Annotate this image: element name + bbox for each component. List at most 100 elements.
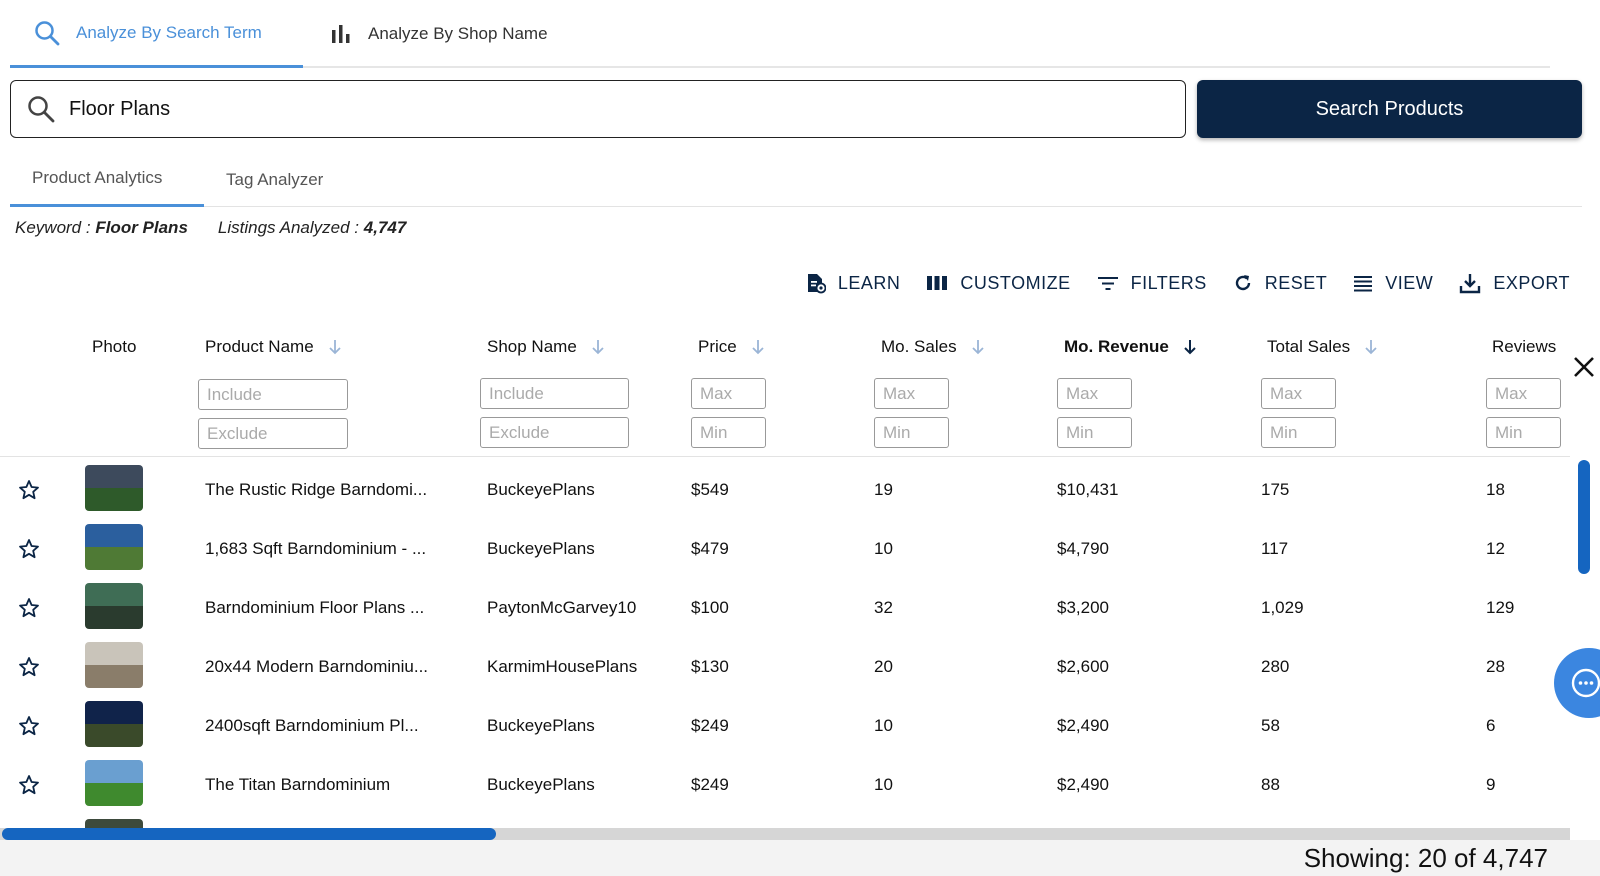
tab-label: Analyze By Shop Name — [368, 24, 548, 43]
search-input[interactable] — [69, 97, 1069, 121]
view-tabs: Product Analytics Tag Analyzer — [10, 152, 1582, 207]
filters-button[interactable]: FILTERS — [1097, 273, 1207, 294]
total-sales-cell: 88 — [1261, 774, 1280, 794]
table-row[interactable]: 1,683 Sqft Barndominium - ... BuckeyePlan… — [0, 519, 1570, 578]
column-header-reviews[interactable]: Reviews — [1492, 337, 1557, 356]
column-header-shop-name[interactable]: Shop Name — [487, 337, 605, 357]
sort-arrow-icon[interactable] — [591, 339, 605, 355]
table-body: The Rustic Ridge Barndomi... BuckeyePlans… — [0, 460, 1570, 830]
price-cell: $479 — [691, 538, 729, 558]
learn-icon — [806, 272, 826, 294]
product-thumbnail[interactable] — [85, 524, 143, 570]
total-sales-cell: 117 — [1261, 538, 1289, 558]
view-button[interactable]: VIEW — [1353, 273, 1433, 294]
table-row[interactable]: Barndominium Floor Plans ... PaytonMcGarv… — [0, 578, 1570, 637]
product-name-cell[interactable]: The Titan Barndominium — [205, 774, 391, 794]
search-products-button[interactable]: Search Products — [1197, 80, 1582, 138]
sort-arrow-icon[interactable] — [1364, 339, 1378, 355]
product-thumbnail[interactable] — [85, 642, 143, 688]
column-header-price[interactable]: Price — [698, 337, 765, 357]
tab-product-analytics[interactable]: Product Analytics — [10, 152, 204, 207]
table-row[interactable] — [0, 814, 1570, 830]
sort-arrow-icon[interactable] — [971, 339, 985, 355]
column-header-mo-revenue[interactable]: Mo. Revenue — [1064, 337, 1197, 357]
column-header-product-name[interactable]: Product Name — [205, 337, 342, 357]
product-name-cell[interactable]: The Rustic Ridge Barndomi... — [205, 479, 428, 499]
view-label: VIEW — [1385, 272, 1434, 293]
price-cell: $549 — [691, 479, 729, 499]
product-name-exclude-filter[interactable] — [198, 418, 348, 449]
keyword-summary: Keyword : Floor Plans — [15, 218, 188, 238]
customize-label: CUSTOMIZE — [960, 272, 1071, 293]
keyword-label: Keyword : — [15, 218, 91, 237]
product-thumbnail[interactable] — [85, 465, 143, 511]
product-thumbnail[interactable] — [85, 583, 143, 629]
favorite-star-icon[interactable] — [18, 578, 40, 637]
product-name-cell[interactable]: 2400sqft Barndominium Pl... — [205, 715, 419, 735]
tab-label: Analyze By Search Term — [76, 22, 262, 42]
favorite-star-icon[interactable] — [18, 519, 40, 578]
product-name-include-filter[interactable] — [198, 379, 348, 410]
column-header-mo-sales[interactable]: Mo. Sales — [881, 337, 985, 357]
reviews-max-filter[interactable] — [1486, 378, 1561, 409]
favorite-star-icon[interactable] — [18, 460, 40, 519]
horizontal-scrollbar-thumb[interactable] — [2, 828, 496, 840]
tab-analyze-by-search-term[interactable]: Analyze By Search Term — [10, 0, 303, 68]
shop-name-cell[interactable]: KarmimHousePlans — [487, 656, 638, 676]
chat-icon — [1570, 667, 1600, 699]
product-thumbnail[interactable] — [85, 760, 143, 806]
columns-icon — [926, 274, 948, 292]
customize-button[interactable]: CUSTOMIZE — [926, 273, 1070, 294]
mo-revenue-cell: $10,431 — [1057, 479, 1119, 499]
mo-sales-cell: 32 — [874, 597, 893, 617]
table-row[interactable]: 2400sqft Barndominium Pl... BuckeyePlans $… — [0, 696, 1570, 755]
price-max-filter[interactable] — [691, 378, 766, 409]
shop-name-include-filter[interactable] — [480, 378, 629, 409]
tab-tag-analyzer[interactable]: Tag Analyzer — [226, 169, 324, 189]
favorite-star-icon[interactable] — [18, 755, 40, 814]
mo-sales-min-filter[interactable] — [874, 417, 949, 448]
table-row[interactable]: The Rustic Ridge Barndomi... BuckeyePlans… — [0, 460, 1570, 519]
table-row[interactable]: The Titan Barndominium BuckeyePlans $249 10… — [0, 755, 1570, 814]
column-header-total-sales[interactable]: Total Sales — [1267, 337, 1378, 357]
learn-button[interactable]: LEARN — [806, 272, 901, 294]
product-name-cell[interactable]: 20x44 Modern Barndominiu... — [205, 656, 429, 676]
sort-arrow-icon[interactable] — [751, 339, 765, 355]
price-min-filter[interactable] — [691, 417, 766, 448]
reviews-min-filter[interactable] — [1486, 417, 1561, 448]
shop-name-cell[interactable]: BuckeyePlans — [487, 774, 595, 794]
search-icon — [27, 95, 55, 123]
shop-name-cell[interactable]: BuckeyePlans — [487, 715, 595, 735]
total-sales-cell: 58 — [1261, 715, 1280, 735]
product-name-cell[interactable]: Barndominium Floor Plans ... — [205, 597, 425, 617]
sort-arrow-icon[interactable] — [328, 339, 342, 355]
mo-revenue-cell: $4,790 — [1057, 538, 1109, 558]
favorite-star-icon[interactable] — [18, 696, 40, 755]
shop-name-cell[interactable]: BuckeyePlans — [487, 479, 595, 499]
shop-name-cell[interactable]: BuckeyePlans — [487, 538, 595, 558]
mo-revenue-max-filter[interactable] — [1057, 378, 1132, 409]
showing-count: Showing: 20 of 4,747 — [1303, 843, 1548, 873]
column-header-photo: Photo — [92, 337, 137, 356]
shop-name-cell[interactable]: PaytonMcGarvey10 — [487, 597, 637, 617]
mo-sales-max-filter[interactable] — [874, 378, 949, 409]
product-thumbnail[interactable] — [85, 701, 143, 747]
sort-arrow-active-icon[interactable] — [1183, 339, 1197, 355]
export-button[interactable]: EXPORT — [1459, 272, 1570, 294]
product-name-cell[interactable]: 1,683 Sqft Barndominium - ... — [205, 538, 427, 558]
reset-label: RESET — [1264, 272, 1328, 293]
filters-label: FILTERS — [1130, 272, 1207, 293]
vertical-scrollbar[interactable] — [1578, 460, 1590, 574]
table-footer — [0, 840, 1600, 876]
favorite-star-icon[interactable] — [18, 637, 40, 696]
keyword-value: Floor Plans — [95, 218, 188, 237]
total-sales-min-filter[interactable] — [1261, 417, 1336, 448]
tab-analyze-by-shop-name[interactable]: Analyze By Shop Name — [330, 0, 548, 68]
shop-name-exclude-filter[interactable] — [480, 417, 629, 448]
total-sales-max-filter[interactable] — [1261, 378, 1336, 409]
reset-button[interactable]: RESET — [1233, 273, 1328, 294]
close-icon[interactable] — [1572, 355, 1596, 384]
product-thumbnail[interactable] — [85, 819, 143, 830]
table-row[interactable]: 20x44 Modern Barndominiu... KarmimHousePl… — [0, 637, 1570, 696]
mo-revenue-min-filter[interactable] — [1057, 417, 1132, 448]
